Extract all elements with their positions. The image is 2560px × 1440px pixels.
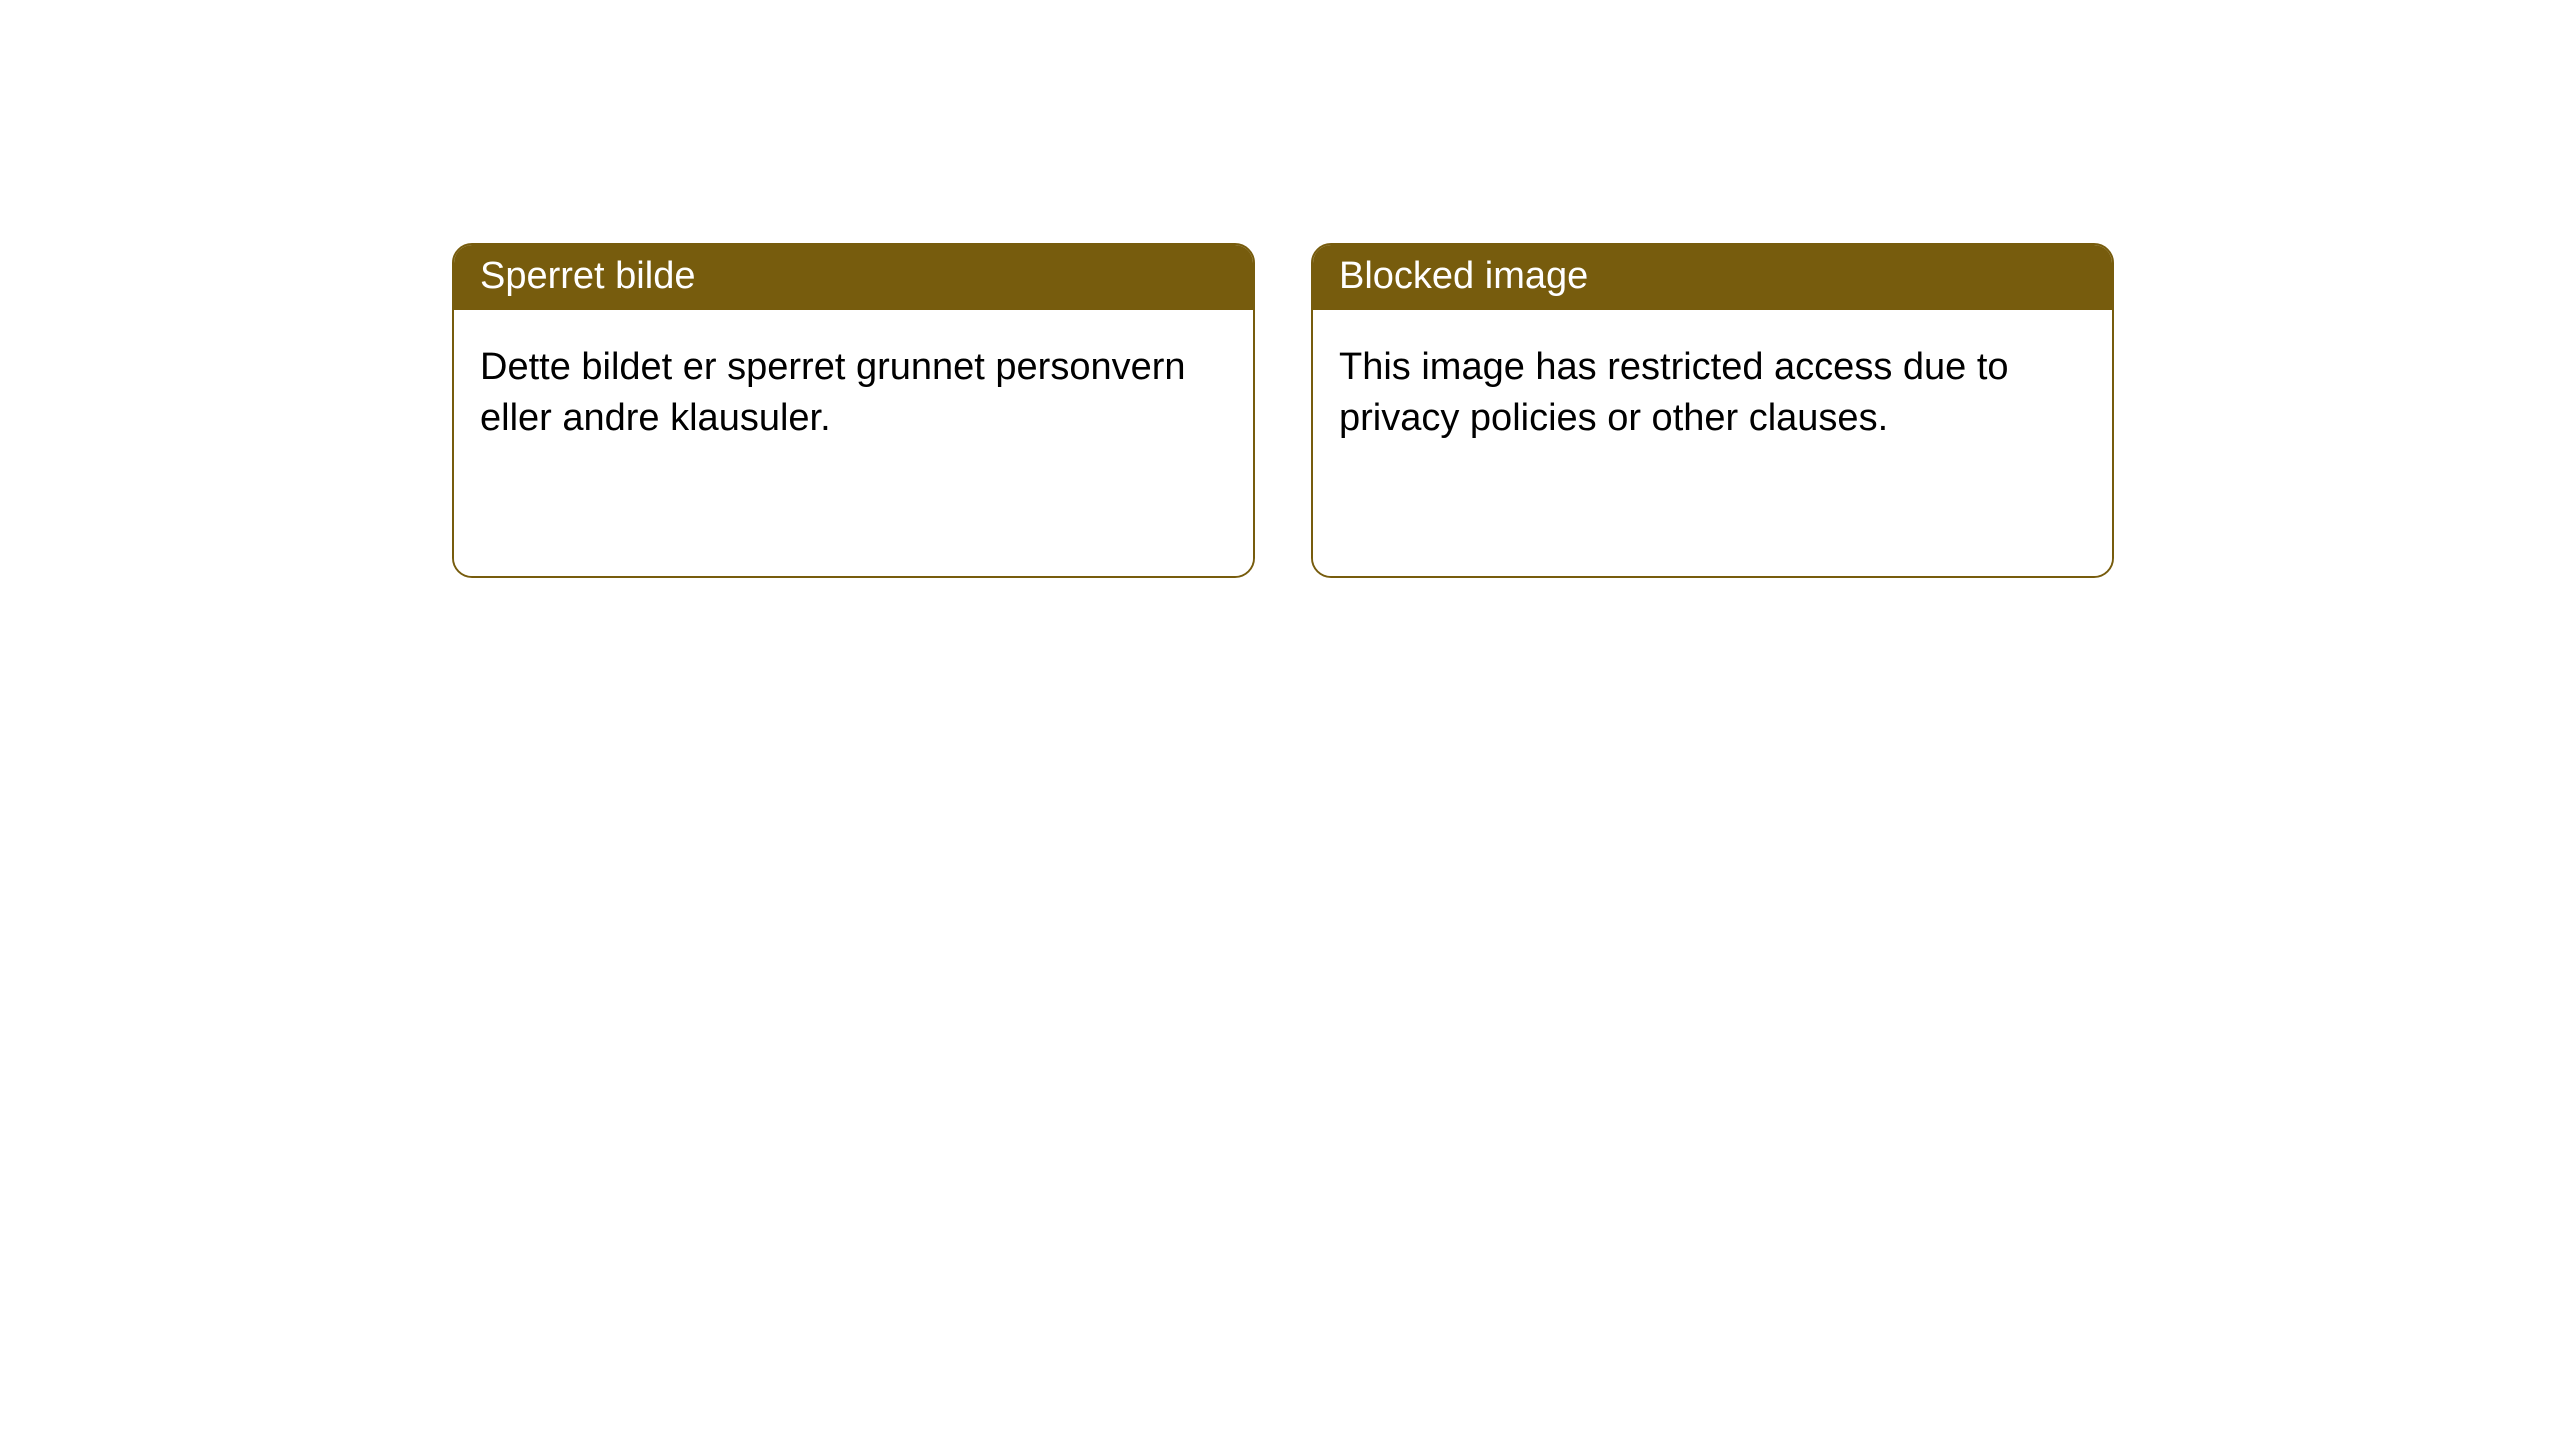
notice-card-body: Dette bildet er sperret grunnet personve… [454, 310, 1253, 576]
notice-card-body: This image has restricted access due to … [1313, 310, 2112, 576]
notice-card-title: Sperret bilde [454, 245, 1253, 310]
notice-card-english: Blocked image This image has restricted … [1311, 243, 2114, 578]
notice-container: Sperret bilde Dette bildet er sperret gr… [452, 243, 2114, 578]
notice-card-norwegian: Sperret bilde Dette bildet er sperret gr… [452, 243, 1255, 578]
notice-card-title: Blocked image [1313, 245, 2112, 310]
